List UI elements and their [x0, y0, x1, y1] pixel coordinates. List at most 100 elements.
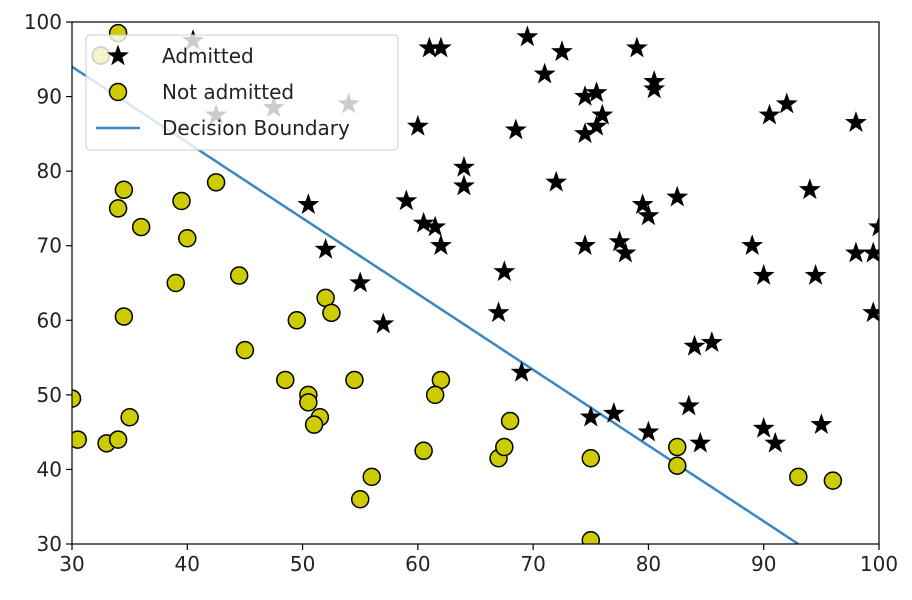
admitted-point	[406, 114, 429, 136]
not-admitted-point	[581, 531, 601, 544]
not-admitted-point	[276, 370, 295, 390]
not-admitted-point	[131, 217, 151, 237]
not-admitted-point	[172, 191, 191, 211]
x-tick-label: 80	[636, 552, 661, 576]
not-admitted-point	[823, 471, 843, 490]
admitted-point	[349, 271, 372, 293]
not-admitted-point	[72, 430, 88, 449]
not-admitted-point	[206, 173, 226, 192]
admitted-point	[868, 215, 879, 237]
admitted-point	[579, 405, 602, 427]
not-admitted-point	[229, 266, 249, 285]
admitted-point	[804, 264, 827, 285]
not-admitted-point	[178, 229, 197, 248]
admitted-point	[510, 360, 533, 382]
not-admitted-point	[108, 199, 128, 218]
x-tick-label: 100	[860, 552, 898, 576]
admitted-point	[643, 77, 666, 99]
x-tick-label: 40	[175, 552, 200, 576]
not-admitted-point	[166, 273, 186, 293]
not-admitted-point	[425, 385, 445, 405]
not-admitted-point	[322, 303, 341, 323]
admitted-point	[585, 81, 608, 103]
not-admitted-point	[668, 456, 687, 475]
admitted-point	[516, 25, 539, 47]
admitted-point	[429, 36, 452, 58]
admitted-point	[418, 36, 441, 58]
admitted-point	[666, 185, 689, 207]
admitted-point	[493, 260, 516, 282]
not-admitted-point	[789, 467, 808, 487]
admitted-point	[752, 416, 775, 438]
not-admitted-point	[500, 411, 520, 431]
admitted-point	[297, 193, 320, 214]
admitted-point	[424, 215, 447, 237]
admitted-point	[741, 234, 764, 256]
not-admitted-point	[299, 393, 318, 412]
admitted-point	[372, 312, 395, 334]
not-admitted-point	[114, 180, 134, 200]
admitted-point	[314, 237, 337, 259]
not-admitted-point	[304, 415, 324, 434]
legend-label: Not admitted	[162, 80, 294, 104]
y-tick-label: 80	[37, 159, 62, 183]
admitted-point	[574, 234, 596, 256]
x-tick-label: 70	[520, 552, 545, 576]
legend-not-admitted-marker	[108, 82, 128, 102]
not-admitted-point	[414, 441, 433, 461]
y-tick-label: 50	[37, 383, 62, 407]
admitted-point	[798, 178, 821, 200]
admitted-point	[453, 155, 475, 177]
admitted-point	[545, 170, 568, 192]
admitted-point	[551, 40, 573, 62]
admitted-point	[810, 413, 833, 434]
legend-admitted-marker	[107, 44, 129, 66]
not-admitted-point	[235, 340, 255, 360]
admitted-point	[602, 402, 625, 423]
admitted-point	[637, 204, 660, 226]
y-tick-label: 30	[37, 532, 62, 556]
admitted-point	[533, 62, 556, 84]
admitted-point	[429, 234, 452, 256]
admitted-point	[585, 114, 608, 136]
admitted-point	[608, 230, 631, 252]
legend-label: Decision Boundary	[162, 116, 350, 140]
admitted-point	[395, 189, 418, 211]
y-tick-label: 40	[37, 457, 62, 481]
admitted-point	[700, 331, 723, 352]
not-admitted-point	[345, 370, 364, 390]
not-admitted-point	[114, 307, 134, 326]
admitted-point	[683, 334, 706, 356]
admitted-point	[574, 85, 596, 106]
admitted-point	[689, 431, 712, 453]
x-tick-label: 30	[59, 552, 84, 576]
not-admitted-point	[495, 437, 514, 457]
y-tick-label: 90	[37, 85, 62, 109]
admitted-point	[625, 36, 648, 58]
admitted-point	[752, 264, 775, 285]
legend: Admitted Not admitted Decision Boundary	[85, 34, 399, 151]
axes-frame	[71, 21, 880, 545]
admitted-point	[631, 193, 654, 214]
not-admitted-point	[120, 407, 139, 427]
y-tick-label: 70	[37, 234, 62, 258]
admitted-point	[862, 301, 879, 323]
not-admitted-point	[108, 430, 128, 449]
not-admitted-point	[581, 448, 601, 468]
x-tick-label: 90	[751, 552, 776, 576]
x-tick-label: 60	[405, 552, 430, 576]
admitted-point	[574, 122, 596, 144]
admitted-point	[758, 103, 781, 125]
admitted-point	[637, 420, 660, 442]
admitted-point	[412, 211, 435, 233]
y-tick-label: 100	[24, 10, 62, 34]
legend-box	[85, 34, 399, 151]
not-admitted-point	[350, 490, 370, 509]
admitted-point	[845, 111, 867, 132]
admitted-point	[614, 241, 637, 263]
admitted-point	[487, 301, 510, 323]
not-admitted-point	[668, 437, 687, 457]
admitted-point	[764, 431, 787, 453]
admitted-point	[677, 394, 700, 416]
